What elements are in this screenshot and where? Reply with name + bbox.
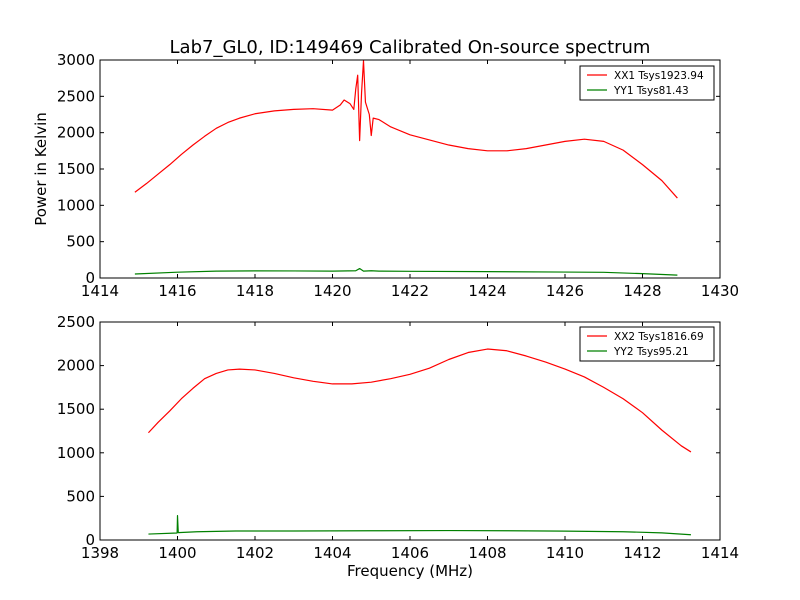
legend: XX2 Tsys1816.69 YY2 Tsys95.21	[579, 326, 715, 362]
x-tick-label: 1408	[468, 544, 506, 562]
panel-2: 1398 1400 1402 1404 1406 1408 1410 1412 1414 0 500…	[57, 313, 739, 580]
y-tick-label: 2500	[57, 87, 95, 105]
x-tick-label: 1414	[701, 544, 739, 562]
series-line-1	[147, 348, 692, 453]
y-tick-label: 0	[85, 269, 95, 287]
x-tick-label: 1426	[546, 282, 584, 300]
y-tick-label: 1000	[57, 196, 95, 214]
y-tick-label: 2000	[57, 124, 95, 142]
x-tick-label: 1406	[391, 544, 429, 562]
legend: XX1 Tsys1923.94 YY1 Tsys81.43	[579, 65, 715, 101]
series-line-1	[134, 60, 678, 199]
y-tick-label: 500	[66, 233, 95, 251]
x-tick-label: 1422	[391, 282, 429, 300]
legend-label-2: YY1 Tsys81.43	[613, 85, 689, 97]
x-tick-label: 1412	[623, 544, 661, 562]
y-tick-label: 2000	[57, 357, 95, 375]
legend-label-2: YY2 Tsys95.21	[613, 346, 689, 358]
x-tick-label: 1410	[546, 544, 584, 562]
y-tick-label: 1500	[57, 160, 95, 178]
x-axis-label: Frequency (MHz)	[347, 562, 473, 580]
legend-label-1: XX1 Tsys1923.94	[614, 70, 704, 82]
x-tick-label: 1416	[158, 282, 196, 300]
series-line-2	[148, 514, 691, 536]
x-tick-label: 1430	[701, 282, 739, 300]
x-tick-label: 1402	[236, 544, 274, 562]
y-tick-label: 500	[66, 487, 95, 505]
x-tick-label: 1428	[623, 282, 661, 300]
x-tick-label: 1414	[81, 282, 119, 300]
x-tick-label: 1424	[468, 282, 506, 300]
panel-1: 1414 1416 1418 1420 1422 1424 1426 1428 1430 0 500…	[32, 37, 739, 300]
legend-box	[579, 326, 715, 362]
chart-title: Lab7_GL0, ID:149469 Calibrated On-source…	[170, 37, 651, 58]
legend-box	[579, 65, 715, 101]
y-tick-label: 1500	[57, 400, 95, 418]
x-tick-label: 1418	[236, 282, 274, 300]
y-tick-label: 2500	[57, 313, 95, 331]
y-tick-label: 3000	[57, 51, 95, 69]
legend-label-1: XX2 Tsys1816.69	[614, 331, 704, 343]
y-tick-label: 1000	[57, 444, 95, 462]
x-tick-label: 1420	[313, 282, 351, 300]
y-tick-label: 0	[85, 531, 95, 549]
y-axis-label: Power in Kelvin	[32, 112, 50, 226]
x-tick-label: 1398	[81, 544, 119, 562]
series-line-2	[134, 267, 678, 276]
x-tick-label: 1404	[313, 544, 351, 562]
x-tick-label: 1400	[158, 544, 196, 562]
